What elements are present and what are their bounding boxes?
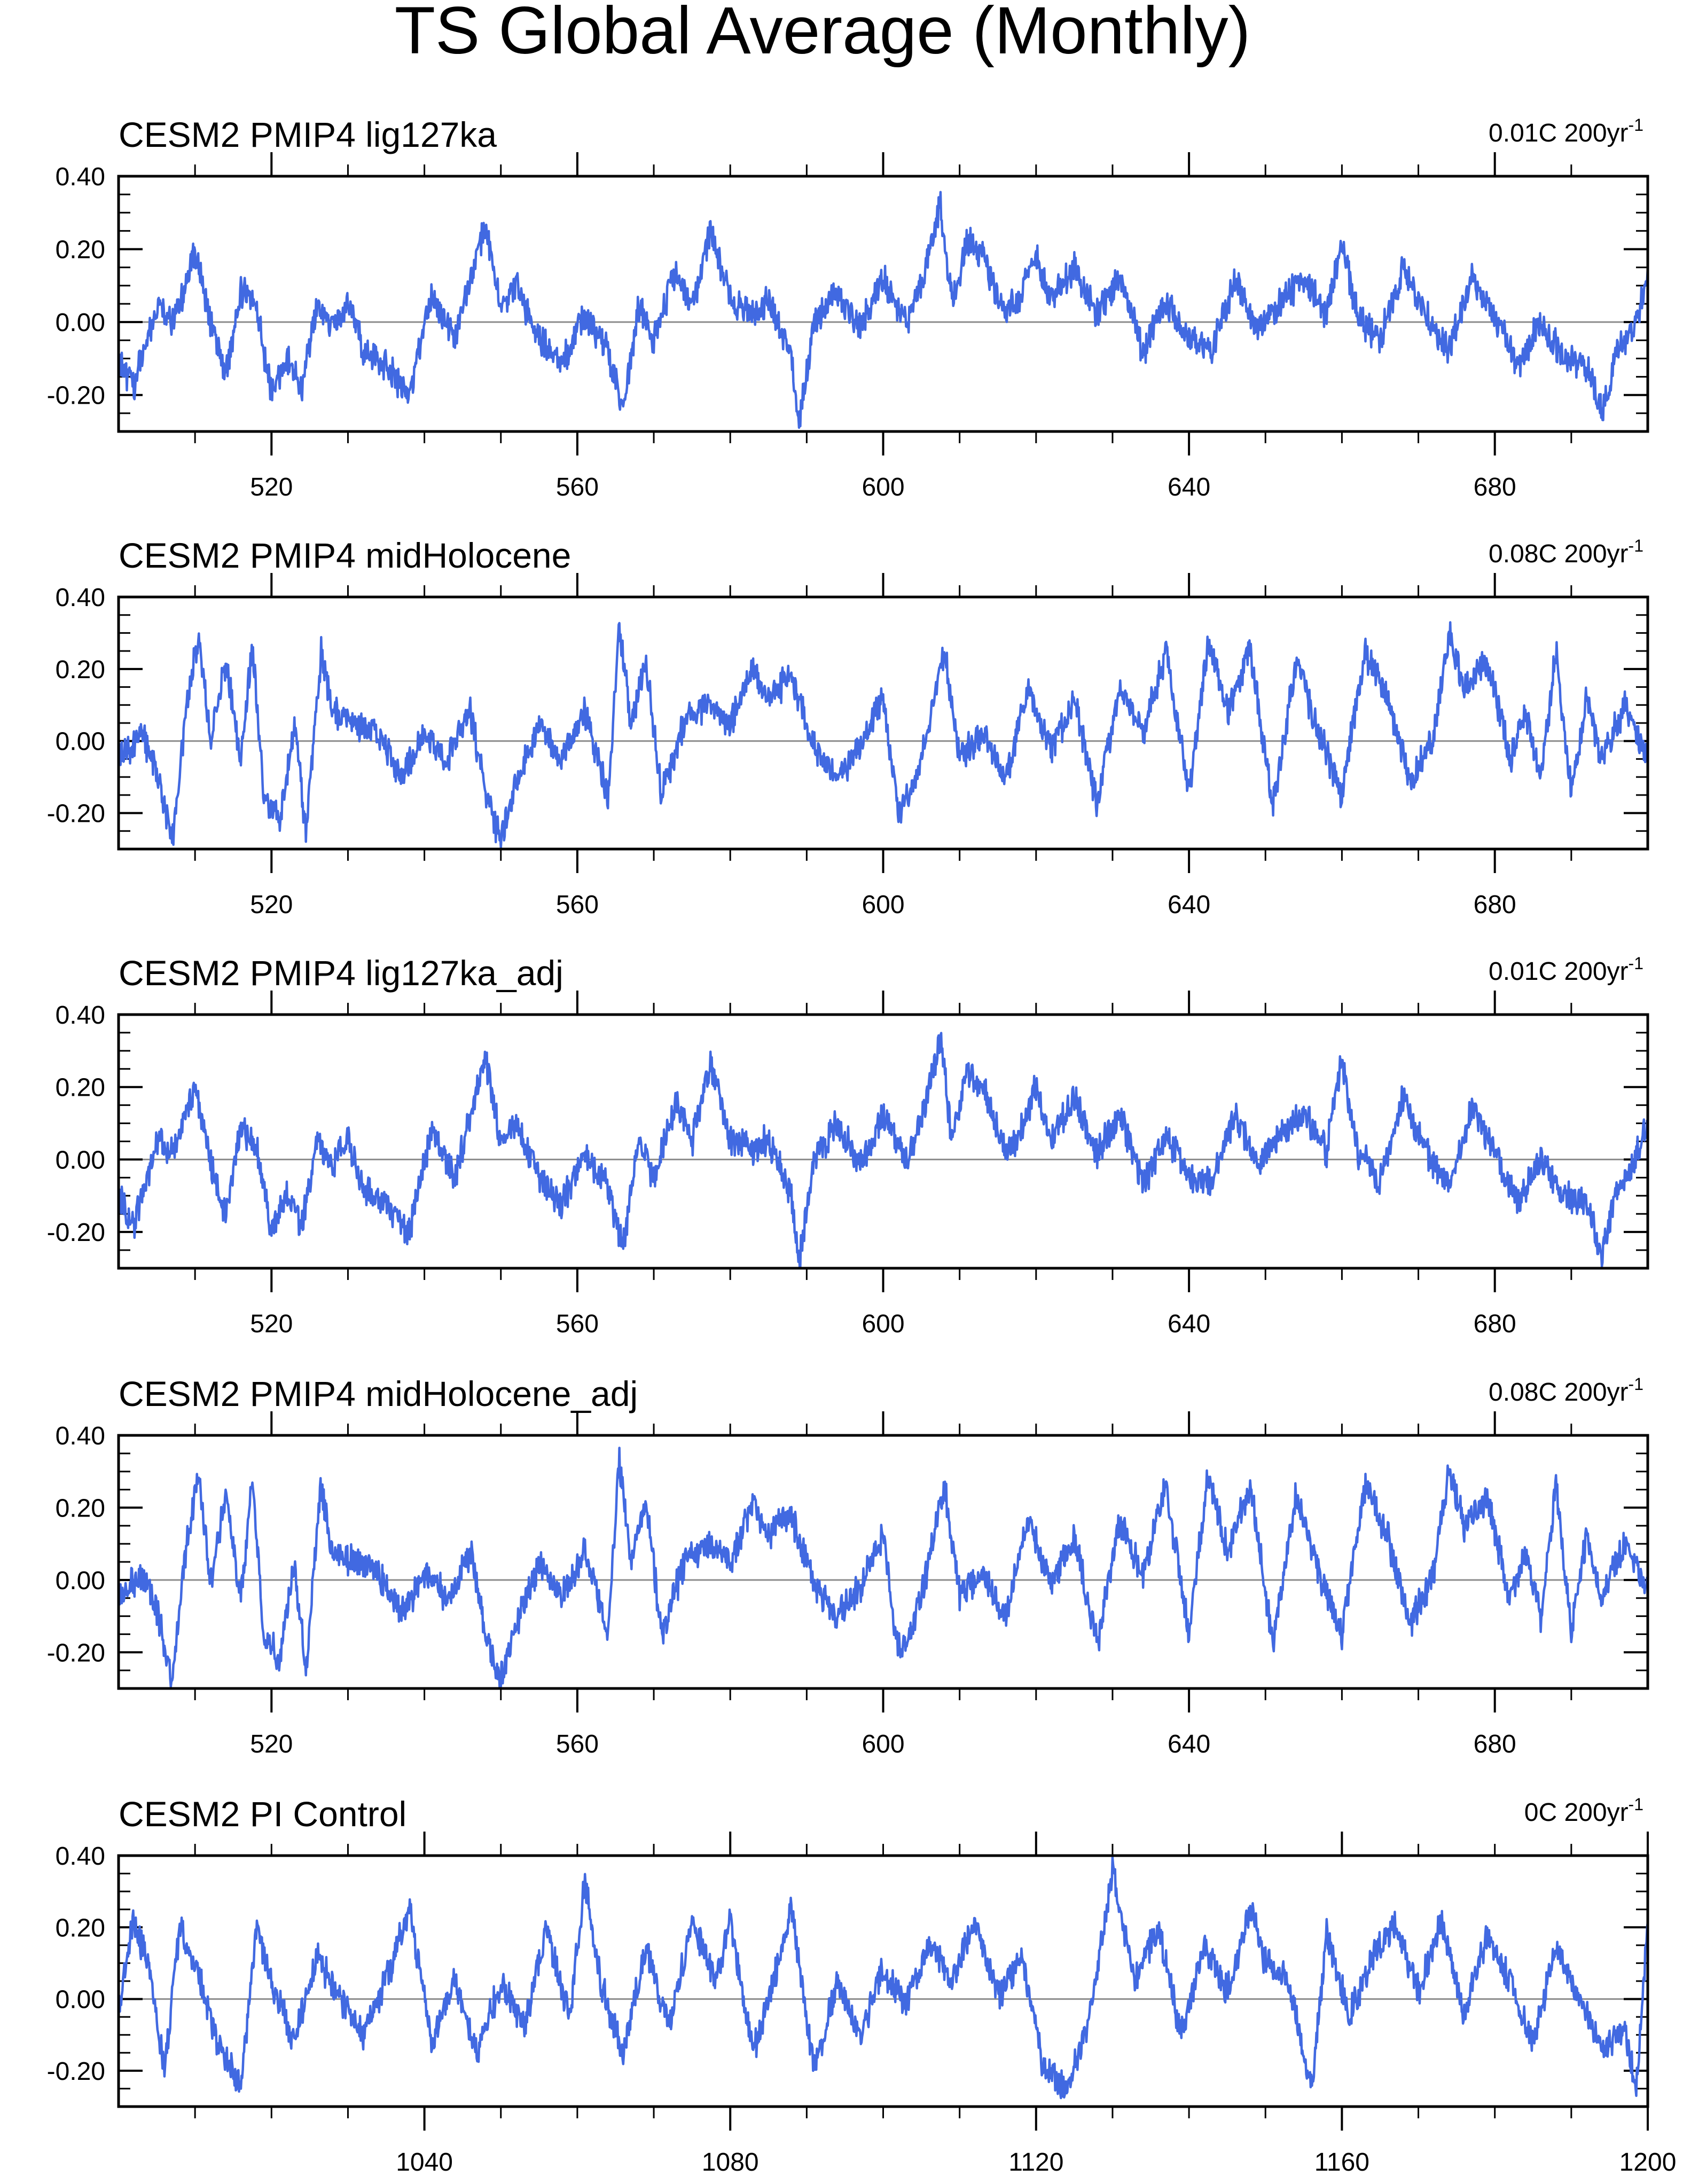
x-tick-label: 1120 <box>1008 2148 1063 2177</box>
x-tick-label: 600 <box>862 1730 904 1758</box>
x-tick-label: 600 <box>862 891 904 919</box>
y-tick-label: 0.40 <box>56 1842 105 1871</box>
panel-title: CESM2 PI Control <box>119 1794 406 1834</box>
panel-title: CESM2 PMIP4 lig127ka_adj <box>119 953 563 993</box>
plot-frame <box>117 175 1649 433</box>
x-tick-label: 680 <box>1474 891 1516 919</box>
plot-frame <box>117 1013 1649 1270</box>
trend-value: 0.08C 200yr <box>1489 1378 1629 1407</box>
x-tick-label: 1080 <box>702 2148 759 2177</box>
y-tick-label: -0.20 <box>47 382 105 410</box>
trend-value: 0C 200yr <box>1524 1798 1629 1827</box>
x-tick-label: 640 <box>1168 1310 1210 1338</box>
x-tick-label: 520 <box>250 1730 293 1758</box>
plot-frame <box>117 595 1649 851</box>
trend-exponent: -1 <box>1629 1795 1643 1814</box>
y-tick-label: 0.40 <box>56 1422 105 1450</box>
y-tick-label: 0.00 <box>56 1146 105 1174</box>
panel-3: CESM2 PMIP4 lig127ka_adj 0.01C 200yr-1 -0.… <box>47 953 1649 1338</box>
trend-annotation: 0.01C 200yr-1 <box>1489 115 1643 147</box>
x-tick-label: 1040 <box>396 2148 453 2177</box>
panels: CESM2 PMIP4 lig127ka 0.01C 200yr-1-0.200.… <box>47 115 1677 2177</box>
series-line <box>117 1856 1649 2100</box>
trend-annotation: 0.01C 200yr-1 <box>1489 954 1643 986</box>
x-tick-label: 560 <box>556 473 599 501</box>
panel-title: CESM2 PMIP4 lig127ka <box>119 115 497 154</box>
x-tick-label: 640 <box>1168 1730 1210 1758</box>
trend-annotation: 0.08C 200yr-1 <box>1489 1374 1643 1407</box>
x-tick-label: 600 <box>862 1310 904 1338</box>
y-tick-label: 0.20 <box>56 1494 105 1522</box>
plot-frame <box>117 1854 1649 2108</box>
x-tick-label: 1160 <box>1314 2148 1369 2177</box>
panel-1: CESM2 PMIP4 lig127ka 0.01C 200yr-1 -0.20 0.… <box>47 115 1649 501</box>
trend-annotation: 0C 200yr-1 <box>1524 1795 1643 1827</box>
x-tick-label: 560 <box>556 891 599 919</box>
y-tick-label: 0.00 <box>56 1567 105 1595</box>
series-line <box>117 191 1649 429</box>
series-line <box>117 1032 1649 1268</box>
trend-exponent: -1 <box>1629 115 1643 135</box>
trend-exponent: -1 <box>1629 954 1643 973</box>
panel-title: CESM2 PMIP4 midHolocene <box>119 536 571 575</box>
trend-value: 0.08C 200yr <box>1489 540 1629 568</box>
x-tick-label: 520 <box>250 473 293 501</box>
y-tick-label: 0.20 <box>56 236 105 264</box>
x-tick-label: 680 <box>1474 1730 1516 1758</box>
y-tick-label: -0.20 <box>47 2057 105 2086</box>
x-tick-label: 520 <box>250 891 293 919</box>
x-tick-label: 680 <box>1474 1310 1516 1338</box>
x-tick-label: 560 <box>556 1310 599 1338</box>
y-tick-label: -0.20 <box>47 800 105 828</box>
y-tick-label: 0.20 <box>56 656 105 684</box>
y-tick-label: -0.20 <box>47 1639 105 1667</box>
x-tick-label: 560 <box>556 1730 599 1758</box>
y-tick-label: -0.20 <box>47 1219 105 1247</box>
plot-frame <box>117 1434 1649 1690</box>
panel-5: CESM2 PI Control 0C 200yr-1 -0.20 0.00 0.20 0… <box>47 1794 1677 2177</box>
panel-title: CESM2 PMIP4 midHolocene_adj <box>119 1374 638 1413</box>
trend-exponent: -1 <box>1629 536 1643 555</box>
series-line <box>117 621 1649 849</box>
series-line <box>117 1447 1649 1688</box>
figure-title: TS Global Average (Monthly) <box>395 0 1251 68</box>
trend-value: 0.01C 200yr <box>1489 119 1629 147</box>
x-tick-label: 1200 <box>1619 2148 1677 2177</box>
x-tick-label: 680 <box>1474 473 1516 501</box>
y-tick-label: 0.00 <box>56 728 105 756</box>
y-tick-label: 0.40 <box>56 163 105 191</box>
panel-2: CESM2 PMIP4 midHolocene 0.08C 200yr-1 -0.2… <box>47 536 1649 919</box>
y-tick-label: 0.00 <box>56 309 105 337</box>
x-tick-label: 640 <box>1168 473 1210 501</box>
trend-annotation: 0.08C 200yr-1 <box>1489 536 1643 568</box>
x-tick-label: 600 <box>862 473 904 501</box>
trend-exponent: -1 <box>1629 1374 1643 1394</box>
y-tick-label: 0.40 <box>56 1001 105 1030</box>
trend-value: 0.01C 200yr <box>1489 957 1629 986</box>
y-tick-label: 0.40 <box>56 584 105 612</box>
panel-4: CESM2 PMIP4 midHolocene_adj 0.08C 200yr-1… <box>47 1374 1649 1758</box>
y-tick-label: 0.20 <box>56 1914 105 1942</box>
x-tick-label: 640 <box>1168 891 1210 919</box>
y-tick-label: 0.20 <box>56 1074 105 1102</box>
x-tick-label: 520 <box>250 1310 293 1338</box>
y-tick-label: 0.00 <box>56 1986 105 2014</box>
